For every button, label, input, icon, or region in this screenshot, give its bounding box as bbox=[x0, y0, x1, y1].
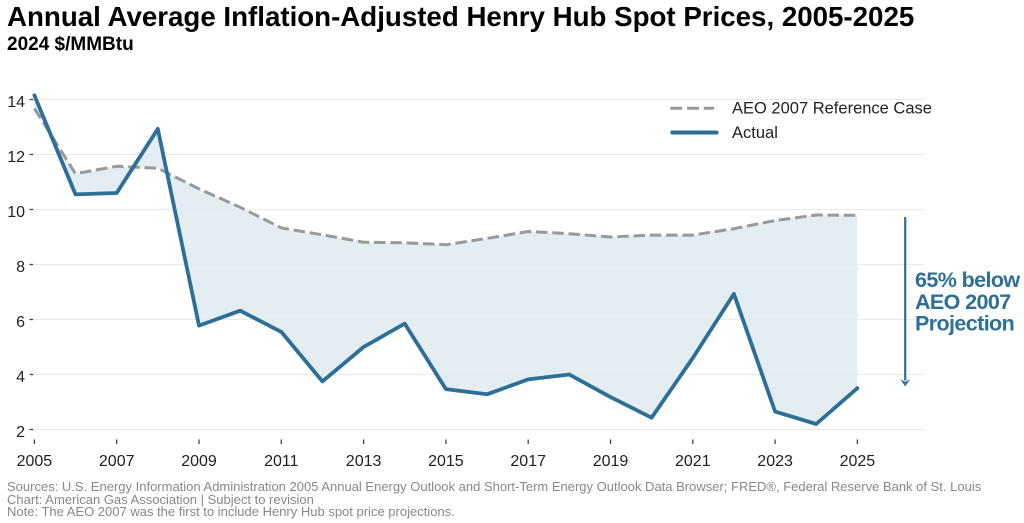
svg-text:14: 14 bbox=[7, 94, 25, 111]
svg-text:2023: 2023 bbox=[757, 453, 793, 470]
svg-text:Actual: Actual bbox=[732, 124, 778, 142]
svg-text:2017: 2017 bbox=[510, 453, 546, 470]
svg-text:2: 2 bbox=[16, 424, 25, 441]
svg-text:2019: 2019 bbox=[593, 453, 629, 470]
svg-text:2009: 2009 bbox=[181, 453, 217, 470]
svg-text:65% below: 65% below bbox=[915, 268, 1020, 292]
svg-text:AEO 2007: AEO 2007 bbox=[915, 290, 1011, 314]
svg-text:AEO 2007 Reference Case: AEO 2007 Reference Case bbox=[732, 100, 932, 118]
svg-text:2013: 2013 bbox=[346, 453, 382, 470]
svg-text:4: 4 bbox=[16, 369, 25, 386]
svg-text:2007: 2007 bbox=[99, 453, 135, 470]
svg-text:Projection: Projection bbox=[915, 312, 1014, 336]
svg-text:12: 12 bbox=[7, 149, 25, 166]
svg-text:2021: 2021 bbox=[675, 453, 711, 470]
svg-text:8: 8 bbox=[16, 259, 25, 276]
svg-text:2025: 2025 bbox=[840, 453, 876, 470]
svg-text:2015: 2015 bbox=[428, 453, 464, 470]
svg-text:6: 6 bbox=[16, 314, 25, 331]
svg-text:2005: 2005 bbox=[17, 453, 53, 470]
svg-text:2011: 2011 bbox=[264, 453, 299, 470]
svg-text:10: 10 bbox=[7, 204, 25, 221]
